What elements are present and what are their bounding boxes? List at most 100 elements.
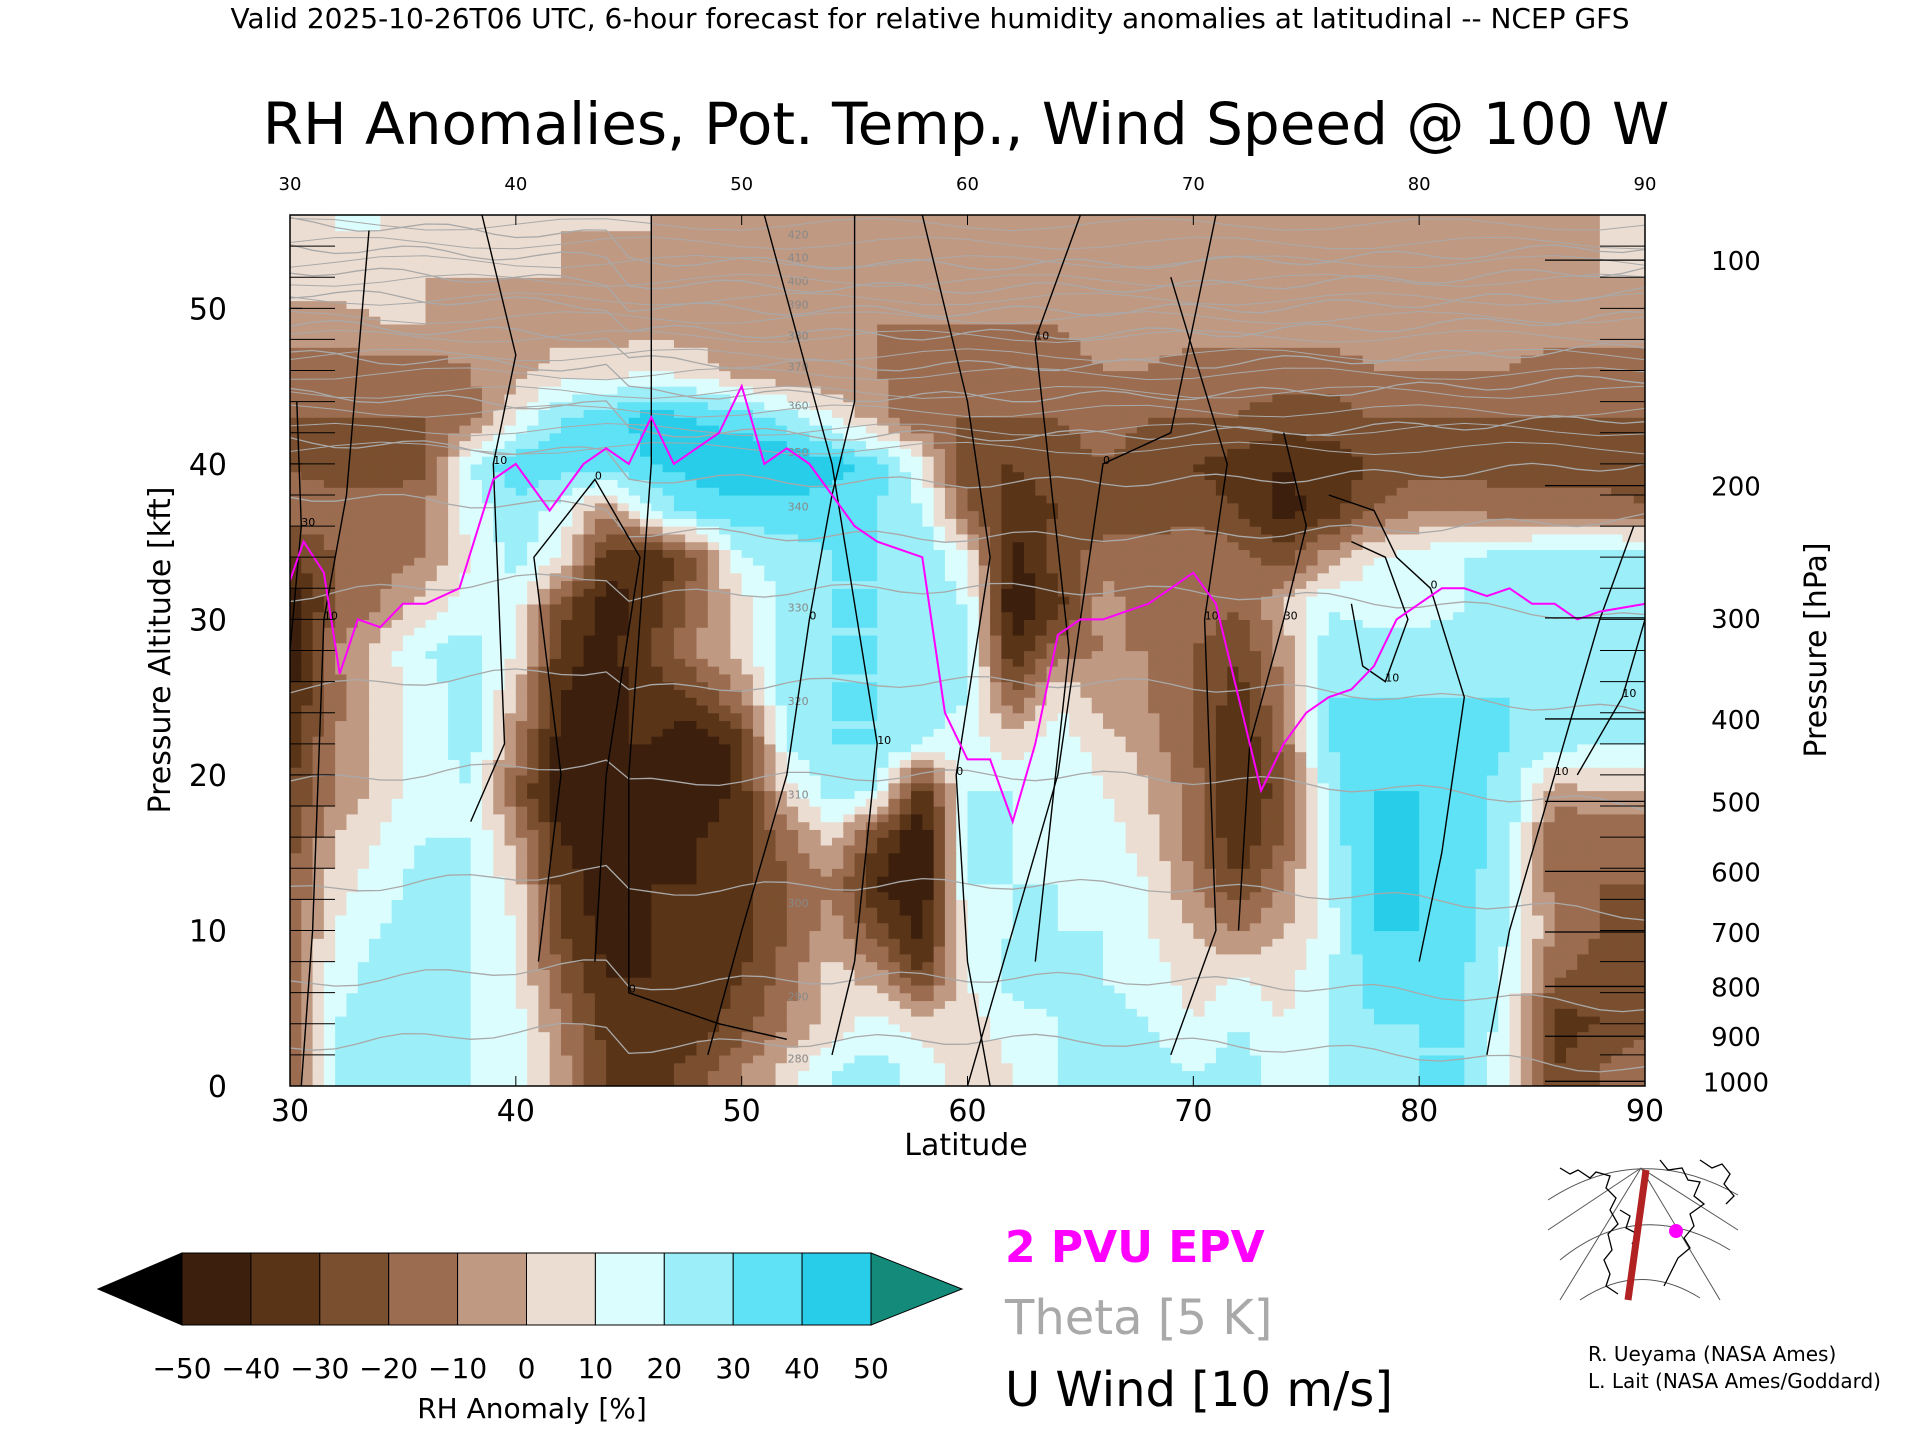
rh-cell bbox=[1035, 790, 1048, 799]
rh-cell bbox=[628, 883, 641, 893]
rh-cell bbox=[357, 837, 370, 846]
rh-cell bbox=[843, 914, 856, 924]
rh-cell bbox=[606, 914, 619, 924]
rh-cell bbox=[1272, 977, 1285, 986]
rh-cell bbox=[1441, 953, 1454, 963]
rh-cell bbox=[922, 829, 935, 838]
rh-cell bbox=[696, 969, 709, 978]
rh-cell bbox=[1204, 821, 1217, 830]
rh-cell bbox=[1532, 922, 1544, 932]
rh-cell bbox=[414, 876, 427, 885]
rh-cell bbox=[1249, 1039, 1262, 1048]
rh-cell bbox=[346, 798, 359, 807]
rh-cell bbox=[899, 961, 912, 970]
rh-cell bbox=[425, 868, 438, 877]
rh-cell bbox=[764, 1000, 777, 1009]
rh-cell bbox=[448, 813, 460, 823]
rh-cell bbox=[978, 969, 991, 978]
rh-cell bbox=[561, 953, 573, 963]
rh-cell bbox=[1193, 860, 1206, 869]
rh-cell bbox=[798, 813, 811, 823]
rh-cell bbox=[628, 914, 641, 924]
rh-cell bbox=[1306, 953, 1319, 963]
rh-cell bbox=[290, 1008, 302, 1017]
rh-cell bbox=[1249, 914, 1262, 924]
rh-cell bbox=[820, 782, 833, 792]
rh-cell bbox=[820, 1070, 833, 1079]
rh-cell bbox=[1509, 953, 1522, 963]
rh-cell bbox=[933, 844, 946, 854]
rh-cell bbox=[832, 821, 844, 830]
rh-cell bbox=[1103, 1023, 1115, 1033]
rh-cell bbox=[436, 1000, 449, 1009]
rh-cell bbox=[1306, 1062, 1319, 1072]
rh-cell bbox=[594, 1016, 607, 1025]
rh-cell bbox=[628, 961, 641, 970]
rh-cell bbox=[944, 1008, 957, 1017]
rh-cell bbox=[561, 1000, 573, 1009]
rh-cell bbox=[809, 1047, 822, 1056]
rh-cell bbox=[1565, 891, 1578, 900]
rh-cell bbox=[504, 922, 517, 932]
rh-cell bbox=[1622, 860, 1635, 869]
rh-cell bbox=[1306, 977, 1319, 986]
rh-cell bbox=[662, 883, 675, 893]
rh-cell bbox=[1565, 1016, 1578, 1025]
rh-cell bbox=[459, 844, 472, 854]
rh-cell bbox=[470, 946, 483, 955]
rh-cell bbox=[617, 790, 630, 799]
rh-cell bbox=[346, 1054, 359, 1064]
rh-cell bbox=[357, 852, 370, 862]
rh-cell bbox=[1543, 774, 1556, 784]
rh-cell bbox=[290, 891, 302, 900]
rh-cell bbox=[707, 953, 720, 963]
rh-cell bbox=[1136, 899, 1149, 908]
rh-cell bbox=[1012, 1070, 1025, 1079]
rh-cell bbox=[1543, 914, 1556, 924]
rh-cell bbox=[764, 1054, 777, 1064]
rh-cell bbox=[436, 837, 449, 846]
rh-cell bbox=[1441, 930, 1454, 939]
rh-cell bbox=[1475, 1054, 1488, 1064]
rh-cell bbox=[899, 1078, 912, 1086]
rh-cell bbox=[1182, 774, 1194, 784]
rh-cell bbox=[1114, 1016, 1127, 1025]
rh-cell bbox=[594, 961, 607, 970]
rh-cell bbox=[673, 837, 686, 846]
rh-cell bbox=[1272, 837, 1285, 846]
rh-cell bbox=[414, 759, 427, 768]
rh-cell bbox=[775, 759, 788, 768]
rh-cell bbox=[1520, 774, 1533, 784]
rh-cell bbox=[1103, 1000, 1115, 1009]
rh-cell bbox=[730, 992, 743, 1002]
rh-cell bbox=[515, 782, 528, 792]
rh-cell bbox=[1328, 1023, 1341, 1033]
rh-cell bbox=[1114, 984, 1127, 994]
rh-cell bbox=[628, 876, 641, 885]
rh-cell bbox=[628, 899, 641, 908]
rh-cell bbox=[696, 1070, 709, 1079]
rh-cell bbox=[1272, 844, 1285, 854]
rh-cell bbox=[1419, 977, 1432, 986]
rh-cell bbox=[346, 852, 359, 862]
rh-cell bbox=[481, 774, 494, 784]
rh-cell bbox=[561, 891, 573, 900]
rh-cell bbox=[459, 821, 472, 830]
rh-cell bbox=[1001, 844, 1014, 854]
rh-cell bbox=[369, 821, 381, 830]
rh-cell bbox=[888, 1023, 901, 1033]
rh-cell bbox=[877, 774, 890, 784]
rh-cell bbox=[515, 1008, 528, 1017]
rh-cell bbox=[459, 1078, 472, 1086]
rh-cell bbox=[922, 813, 935, 823]
rh-cell bbox=[899, 977, 912, 986]
rh-cell bbox=[820, 1078, 833, 1086]
rh-cell bbox=[673, 759, 686, 768]
rh-cell bbox=[662, 837, 675, 846]
rh-cell bbox=[1407, 829, 1420, 838]
rh-cell bbox=[877, 992, 890, 1002]
rh-cell bbox=[662, 953, 675, 963]
rh-cell bbox=[1035, 961, 1048, 970]
rh-cell bbox=[944, 914, 957, 924]
rh-cell bbox=[1182, 1078, 1194, 1086]
